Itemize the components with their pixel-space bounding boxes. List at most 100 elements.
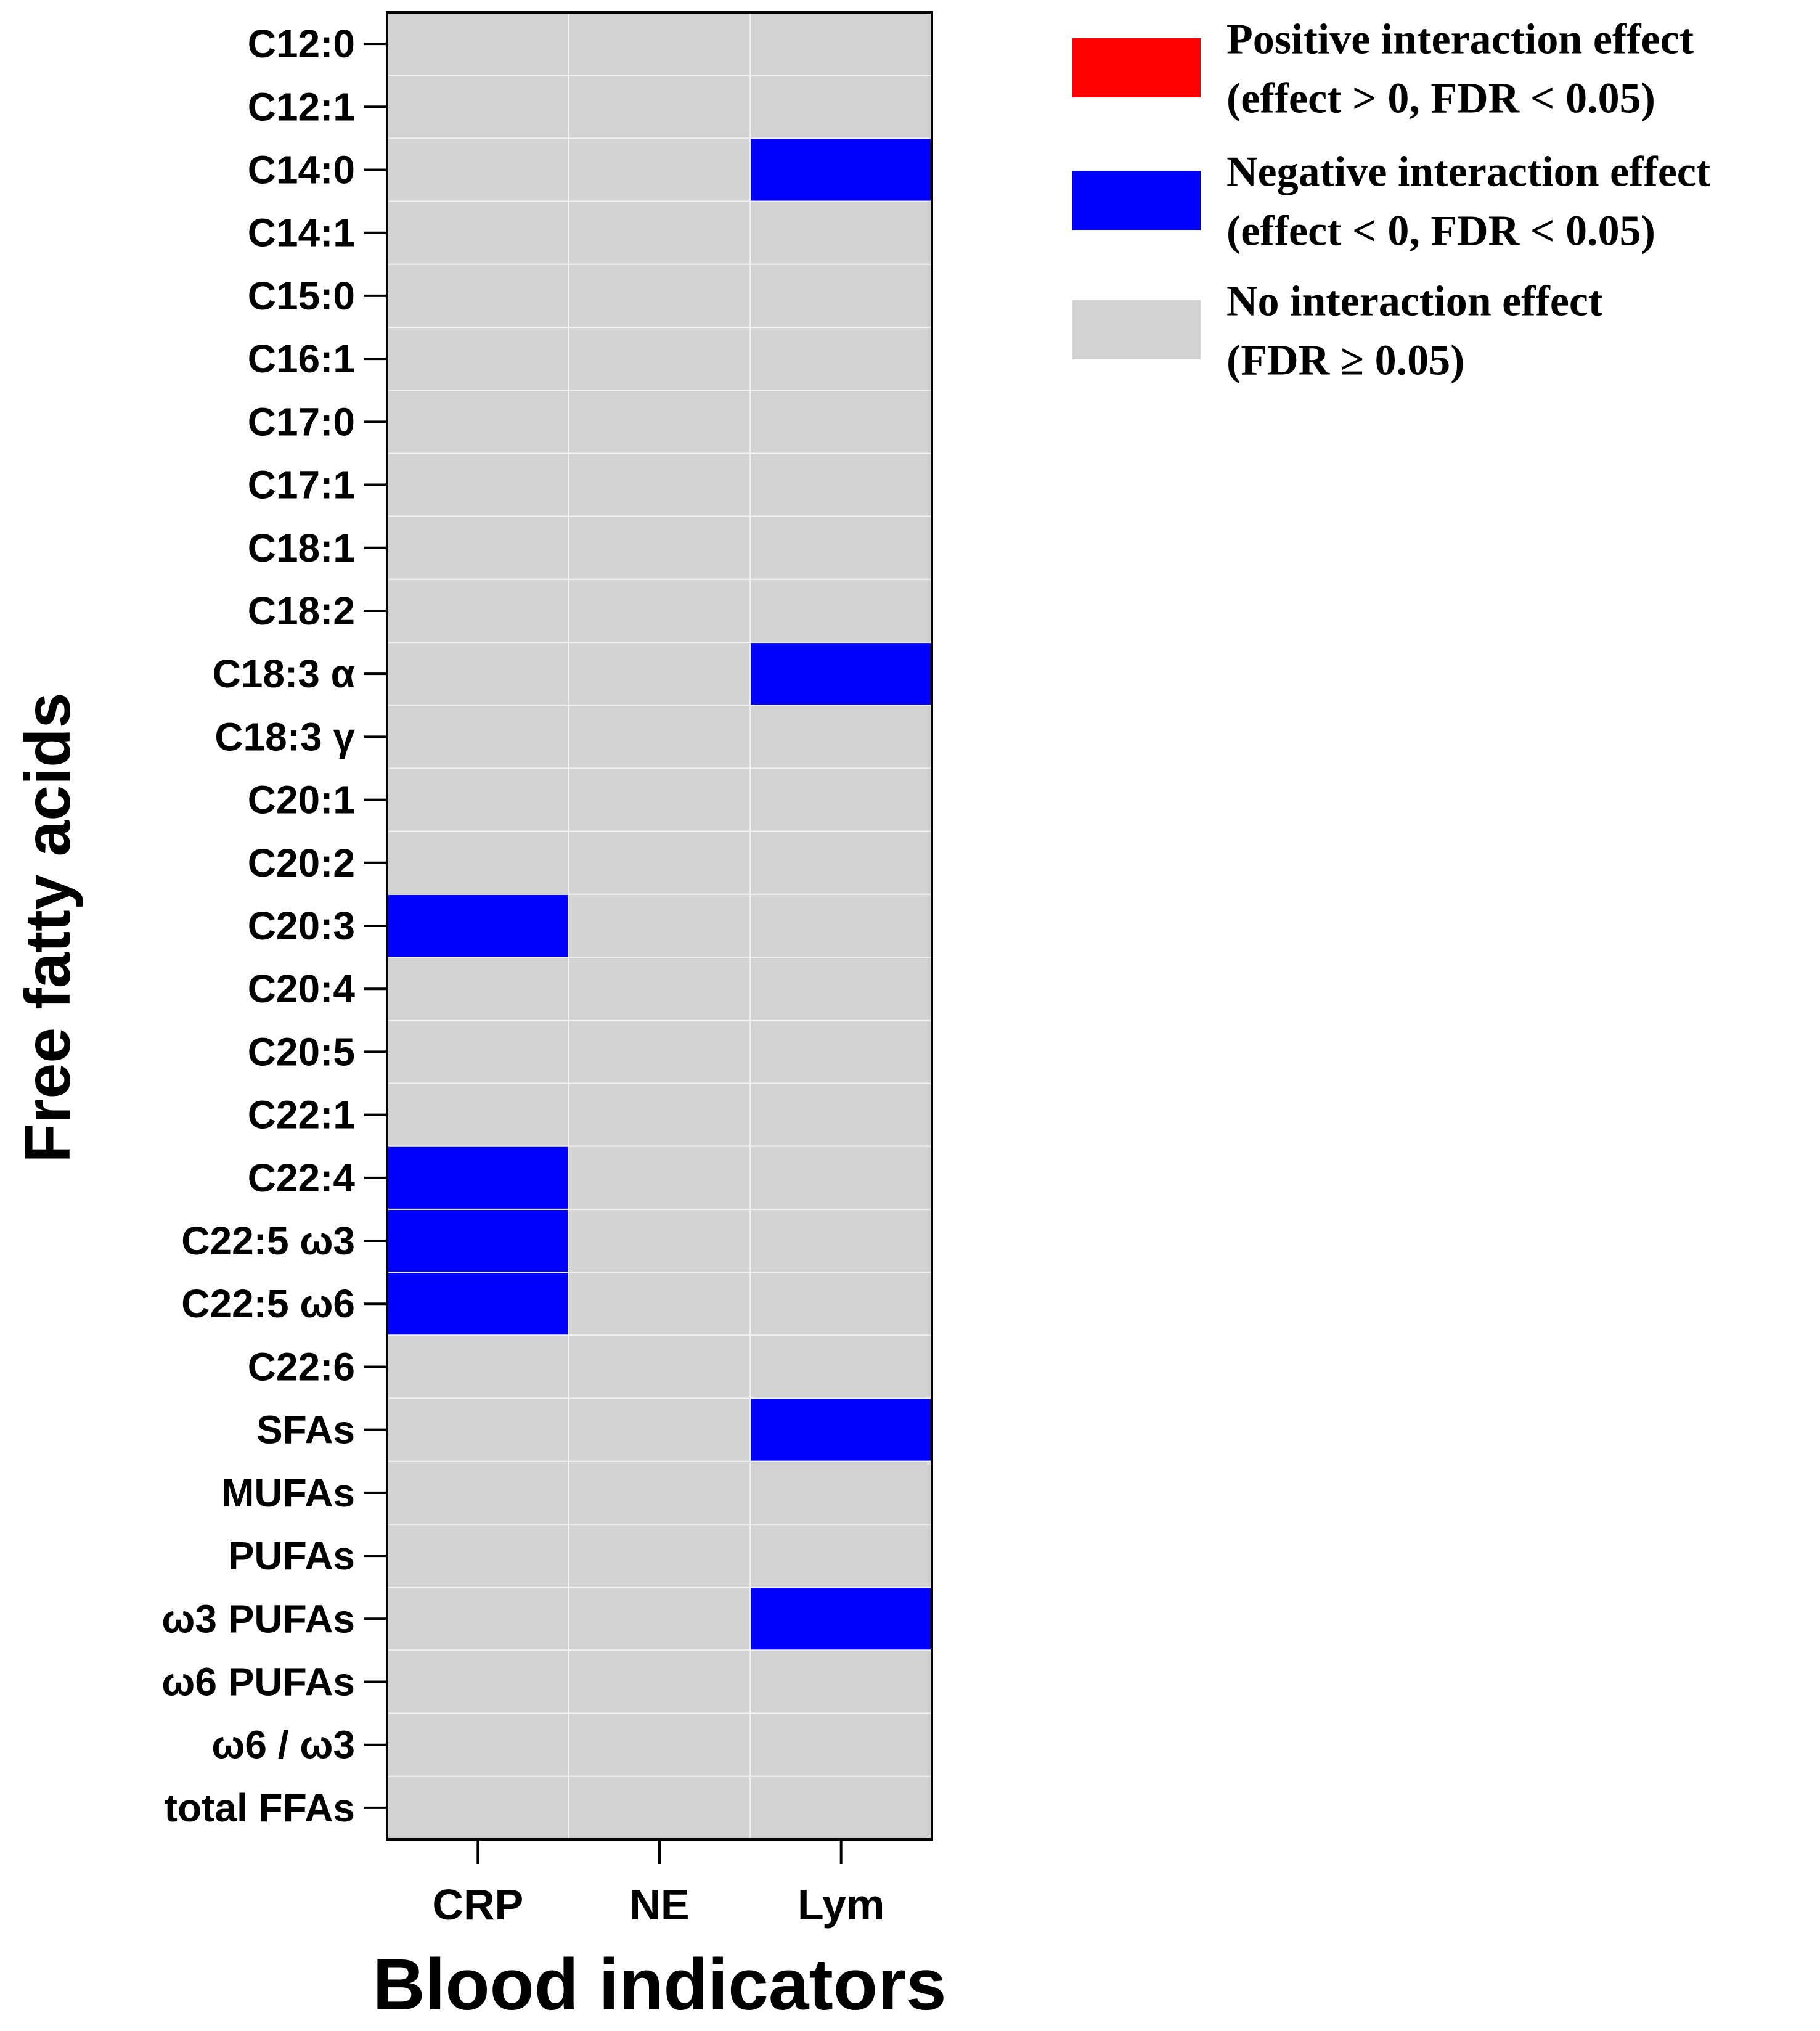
heatmap-cell-none	[749, 75, 933, 139]
heatmap-cell-none	[749, 1712, 933, 1777]
legend-sublabel-positive: (effect > 0, FDR < 0.05)	[1226, 75, 1655, 123]
heatmap-cell-none	[568, 1208, 751, 1273]
heatmap-cell-none	[568, 767, 751, 832]
legend-sublabel-negative: (effect < 0, FDR < 0.05)	[1226, 208, 1655, 255]
heatmap-cell-none	[749, 578, 933, 644]
heatmap-cell-negative	[386, 1208, 569, 1273]
heatmap-cell-none	[386, 1775, 569, 1841]
heatmap-cell-none	[749, 1082, 933, 1147]
x-tick-label: CRP	[432, 1881, 523, 1929]
legend-sublabel-none: (FDR ≥ 0.05)	[1226, 337, 1464, 385]
y-tick-label: C18:2	[248, 589, 355, 633]
legend-swatch-negative	[1072, 171, 1201, 230]
heatmap-cell-none	[386, 767, 569, 832]
heatmap-cell-none	[568, 452, 751, 517]
y-tick-labels: C12:0 C12:1 C14:0 C14:1 C15:0 C16:1 C17:0 C17:1…	[161, 22, 355, 1830]
plot-frame	[386, 11, 933, 1841]
legend-label-negative: Negative interaction effect	[1226, 149, 1710, 196]
y-tick-label: C18:3 α	[213, 652, 355, 696]
y-tick-label: ω3 PUFAs	[161, 1596, 355, 1641]
heatmap-cell-none	[749, 452, 933, 517]
heatmap-cell-none	[386, 1082, 569, 1147]
heatmap-cell-negative	[386, 1145, 569, 1210]
heatmap-cell-none	[386, 1397, 569, 1462]
heatmap-cell-none	[568, 957, 751, 1021]
heatmap-cell-none	[386, 1334, 569, 1399]
y-tick-label: C22:5 ω3	[181, 1219, 355, 1263]
heatmap-cell-none	[386, 200, 569, 265]
y-tick-label: C22:5 ω6	[181, 1281, 355, 1326]
heatmap-cell-negative	[386, 1272, 569, 1336]
heatmap-cell-none	[386, 1587, 569, 1651]
y-tick-label: C12:1	[248, 84, 355, 129]
heatmap-cell-none	[749, 327, 933, 391]
heatmap-cell-none	[749, 957, 933, 1021]
y-tick-label: PUFAs	[228, 1534, 355, 1578]
legend-label-positive: Positive interaction effect	[1226, 16, 1694, 63]
y-tick-label: C22:6	[248, 1344, 355, 1389]
heatmap-cell-none	[749, 705, 933, 769]
y-tick-label: C18:1	[248, 526, 355, 570]
heatmap-cell-none	[749, 830, 933, 895]
y-tick-label: C20:1	[248, 778, 355, 822]
heatmap-cell-none	[568, 137, 751, 202]
heatmap-cell-none	[568, 327, 751, 391]
axis-ticks	[364, 43, 843, 1864]
y-tick-label: C17:0	[248, 399, 355, 444]
heatmap-cell-none	[749, 1649, 933, 1714]
x-axis-title: Blood indicators	[373, 1944, 947, 2025]
y-tick-label: C17:1	[248, 463, 355, 507]
heatmap-cell-none	[568, 1082, 751, 1147]
heatmap-cell-negative	[749, 1587, 933, 1651]
heatmap-cell-none	[386, 957, 569, 1021]
legend-swatch-none	[1072, 300, 1201, 359]
heatmap-cell-none	[386, 705, 569, 769]
heatmap-cell-none	[568, 1020, 751, 1084]
y-tick-label: C22:4	[248, 1156, 356, 1200]
x-tick-labels: CRP NE Lym	[432, 1881, 884, 1929]
heatmap-cell-none	[568, 390, 751, 454]
heatmap-cell-none	[749, 1020, 933, 1084]
heatmap-cell-negative	[749, 642, 933, 706]
heatmap-cell-none	[568, 893, 751, 958]
heatmap-cell-none	[749, 893, 933, 958]
x-tick-label: Lym	[798, 1881, 884, 1929]
heatmap-cell-none	[568, 1712, 751, 1777]
heatmap-cell-none	[749, 12, 933, 76]
heatmap-cell-none	[568, 1775, 751, 1841]
heatmap-cell-none	[568, 1587, 751, 1651]
heatmap-cell-none	[568, 1523, 751, 1588]
heatmap-cell-none	[386, 830, 569, 895]
legend-label-none: No interaction effect	[1226, 278, 1602, 325]
heatmap-cell-none	[749, 1460, 933, 1525]
y-tick-label: MUFAs	[221, 1471, 355, 1515]
heatmap-cell-none	[749, 515, 933, 580]
y-tick-label: C20:3	[248, 904, 355, 948]
heatmap-cell-none	[386, 1460, 569, 1525]
heatmap-cell-none	[568, 1145, 751, 1210]
heatmap-cell-none	[749, 1272, 933, 1336]
heatmap-cell-none	[568, 1272, 751, 1336]
heatmap-cell-none	[749, 1208, 933, 1273]
heatmap-cell-none	[386, 1712, 569, 1777]
heatmap-cell-negative	[749, 137, 933, 202]
heatmap-cell-none	[749, 1775, 933, 1841]
y-tick-label: ω6 PUFAs	[161, 1659, 355, 1704]
legend-swatch-positive	[1072, 38, 1201, 97]
heatmap-cell-none	[749, 767, 933, 832]
heatmap-cell-none	[749, 1523, 933, 1588]
y-tick-label: SFAs	[256, 1408, 355, 1452]
heatmap-cell-none	[568, 1460, 751, 1525]
y-tick-label: total FFAs	[165, 1786, 355, 1830]
heatmap-cell-none	[386, 578, 569, 644]
heatmap-cell-none	[568, 75, 751, 139]
y-tick-label: C14:0	[248, 148, 355, 192]
heatmap-cell-none	[749, 263, 933, 329]
heatmap-cell-none	[749, 1145, 933, 1210]
x-tick-label: NE	[629, 1881, 689, 1929]
heatmap-cell-none	[568, 830, 751, 895]
heatmap-cell-none	[568, 578, 751, 644]
y-tick-label: ω6 / ω3	[211, 1723, 355, 1767]
y-axis-title: Free fatty acids	[12, 693, 84, 1163]
